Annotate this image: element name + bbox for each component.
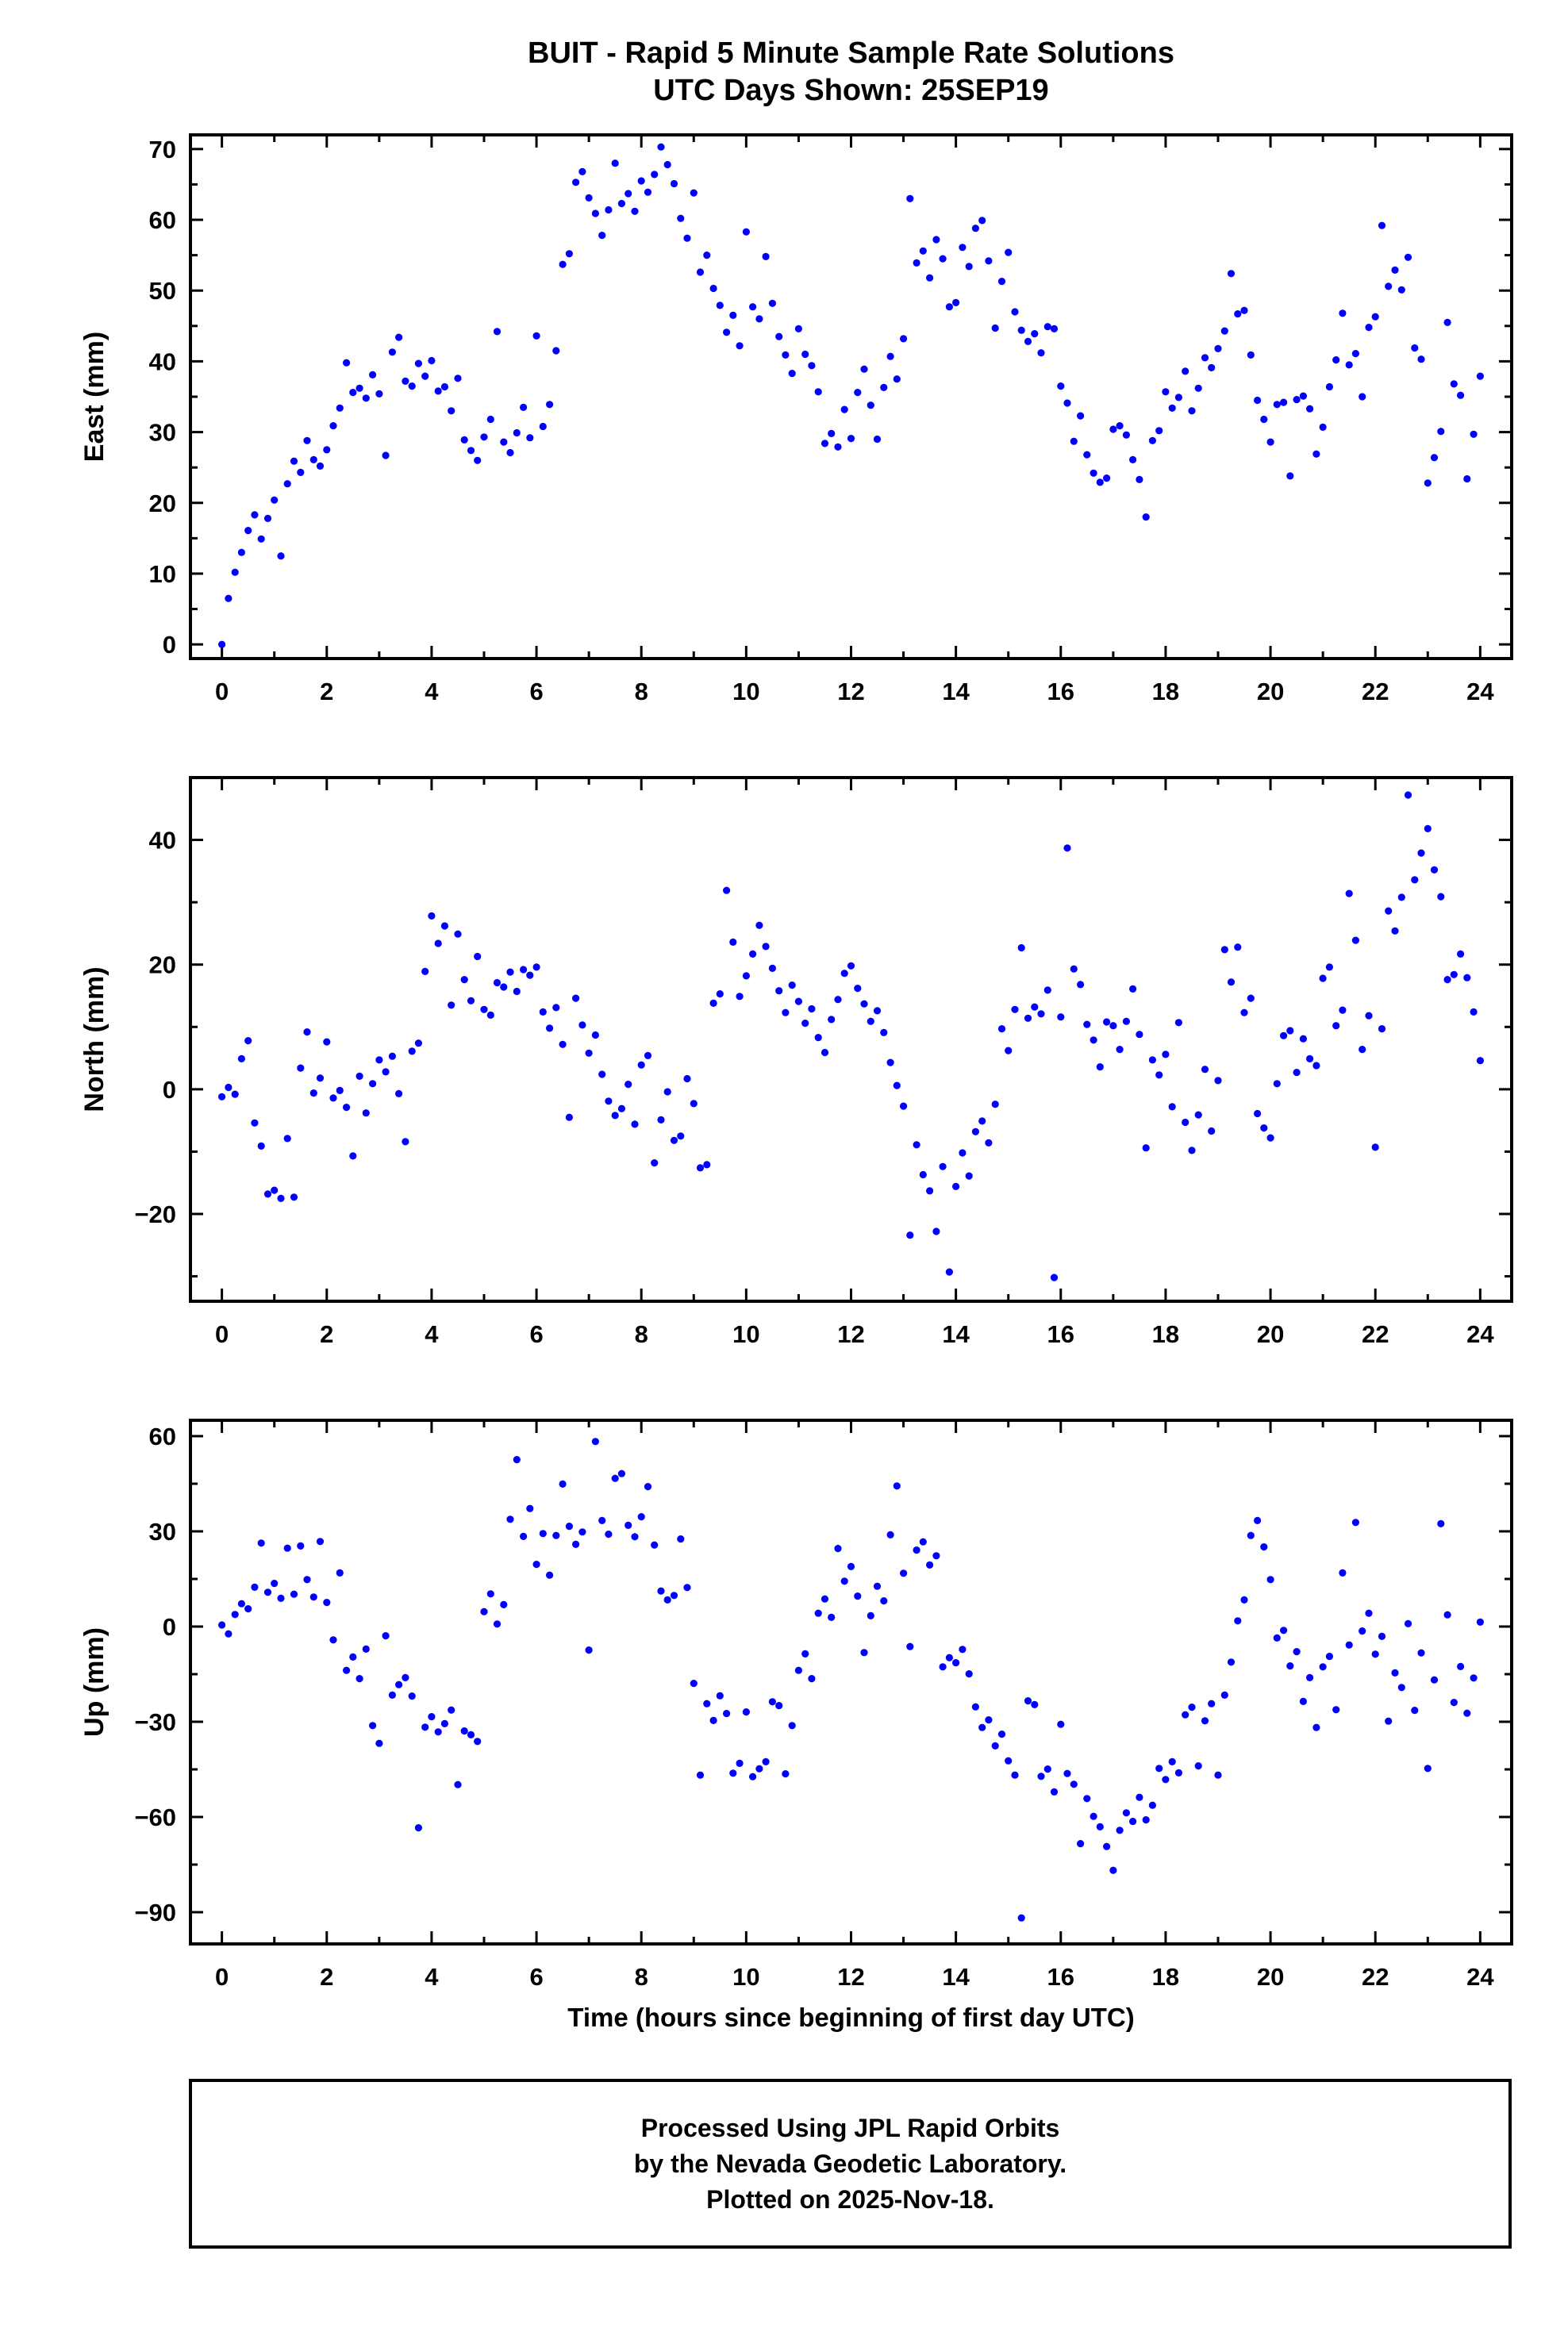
svg-text:10: 10: [732, 678, 759, 705]
chart-title: BUIT - Rapid 5 Minute Sample Rate Soluti…: [190, 35, 1512, 109]
svg-text:−30: −30: [134, 1708, 176, 1736]
svg-text:60: 60: [149, 206, 176, 234]
svg-text:12: 12: [837, 1320, 864, 1348]
svg-text:18: 18: [1152, 678, 1179, 705]
footer-line3: Plotted on 2025-Nov-18.: [706, 2184, 994, 2214]
svg-text:30: 30: [149, 1518, 176, 1546]
svg-text:22: 22: [1362, 678, 1389, 705]
svg-text:0: 0: [163, 631, 176, 659]
svg-text:6: 6: [529, 1963, 543, 1991]
svg-text:−20: −20: [134, 1200, 176, 1228]
east-panel: 0 2 4 6 8 10 12 14 16 18 20 22 24 0 10 20 30 40 50 60 70 East…: [0, 111, 1568, 714]
chart-title-line1: BUIT - Rapid 5 Minute Sample Rate Soluti…: [528, 36, 1174, 70]
svg-text:6: 6: [529, 1320, 543, 1348]
east-chart-canvas: 0 2 4 6 8 10 12 14 16 18 20 22 24010203040506070East…: [79, 133, 1513, 705]
chart-title-line2: UTC Days Shown: 25SEP19: [653, 74, 1049, 107]
svg-text:20: 20: [1257, 1963, 1284, 1991]
svg-text:22: 22: [1362, 1963, 1389, 1991]
svg-text:20: 20: [149, 490, 176, 517]
svg-text:8: 8: [635, 678, 648, 705]
svg-text:6: 6: [529, 678, 543, 705]
svg-text:0: 0: [215, 1320, 229, 1348]
svg-text:North (mm): North (mm): [79, 966, 110, 1112]
svg-text:East (mm): East (mm): [79, 332, 110, 462]
svg-text:16: 16: [1047, 678, 1074, 705]
svg-text:4: 4: [425, 1320, 439, 1348]
up-panel: 0 2 4 6 8 10 12 14 16 18 20 22 24 −90 −60 −30 0 30 60 Up (m…: [0, 1396, 1568, 1999]
x-axis-label: Time (hours since beginning of first day…: [567, 2003, 1135, 2032]
svg-text:16: 16: [1047, 1320, 1074, 1348]
svg-text:16: 16: [1047, 1963, 1074, 1991]
svg-text:14: 14: [942, 678, 970, 705]
svg-text:14: 14: [942, 1320, 970, 1348]
svg-text:8: 8: [635, 1320, 648, 1348]
svg-text:Up (mm): Up (mm): [79, 1627, 110, 1737]
svg-text:50: 50: [149, 277, 176, 305]
svg-text:8: 8: [635, 1963, 648, 1991]
svg-text:70: 70: [149, 136, 176, 163]
svg-text:18: 18: [1152, 1963, 1179, 1991]
svg-text:−60: −60: [134, 1803, 176, 1831]
svg-text:−90: −90: [134, 1899, 176, 1926]
svg-text:4: 4: [425, 678, 439, 705]
svg-text:0: 0: [215, 1963, 229, 1991]
svg-text:40: 40: [149, 827, 176, 855]
north-panel: 0 2 4 6 8 10 12 14 16 18 20 22 24 −20 0 20 40 North (mm): [0, 754, 1568, 1357]
svg-text:30: 30: [149, 419, 176, 447]
svg-text:20: 20: [149, 951, 176, 979]
svg-text:24: 24: [1466, 1963, 1494, 1991]
svg-text:2: 2: [320, 1963, 333, 1991]
footer-line2: by the Nevada Geodetic Laboratory.: [633, 2149, 1067, 2178]
svg-text:10: 10: [732, 1963, 759, 1991]
svg-text:20: 20: [1257, 1320, 1284, 1348]
svg-text:10: 10: [149, 560, 176, 588]
svg-text:10: 10: [732, 1320, 759, 1348]
svg-text:24: 24: [1466, 678, 1494, 705]
svg-text:20: 20: [1257, 678, 1284, 705]
svg-text:0: 0: [163, 1076, 176, 1104]
footer-line1: Processed Using JPL Rapid Orbits: [640, 2113, 1060, 2142]
svg-text:18: 18: [1152, 1320, 1179, 1348]
svg-text:2: 2: [320, 1320, 333, 1348]
svg-text:14: 14: [942, 1963, 970, 1991]
svg-text:0: 0: [215, 678, 229, 705]
svg-text:12: 12: [837, 1963, 864, 1991]
footer-box: Processed Using JPL Rapid Orbits by the …: [189, 2079, 1512, 2249]
svg-text:12: 12: [837, 678, 864, 705]
svg-text:0: 0: [163, 1613, 176, 1641]
svg-text:2: 2: [320, 678, 333, 705]
svg-text:60: 60: [149, 1423, 176, 1450]
svg-text:4: 4: [425, 1963, 439, 1991]
svg-text:24: 24: [1466, 1320, 1494, 1348]
svg-text:22: 22: [1362, 1320, 1389, 1348]
svg-text:40: 40: [149, 348, 176, 375]
